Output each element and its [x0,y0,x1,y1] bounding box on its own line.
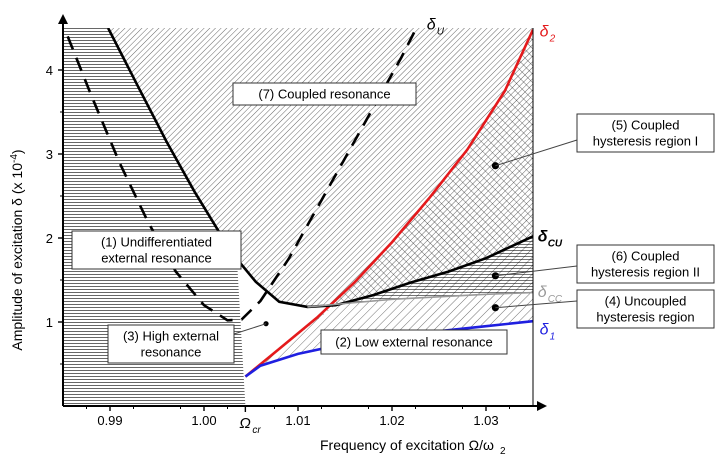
x-tick-label: 1.01 [285,413,310,428]
label-low-external: (2) Low external resonance [320,329,508,355]
curve-label-delta-1: δ [540,322,550,339]
label-uncoupled-hysteresis-text: (4) Uncoupled [605,294,687,309]
label-undifferentiated-external-text: (1) Undifferentiated [101,235,212,250]
label-coupled-resonance: (7) Coupled resonance [232,82,417,106]
curve-label-delta-1-subscript: 1 [550,332,556,343]
x-axis-title: Frequency of excitation Ω/ω [320,437,494,453]
label-coupled-hysteresis-I-leader [495,139,578,167]
label-coupled-hysteresis-II-leader [495,265,578,277]
label-undifferentiated-external-box [71,230,242,270]
label-coupled-hysteresis-II-text: (6) Coupled [612,249,680,264]
label-coupled-hysteresis-II-text: hysteresis region II [591,265,700,280]
label-low-external-box [320,329,508,355]
label-uncoupled-hysteresis-leader [495,300,578,309]
curve-label-delta-cc-subscript: CC [548,294,563,305]
region-coupled-hysteresis-II-hatch [307,236,533,307]
curve-label-delta-cu-subscript: CU [548,238,563,249]
curve-label-delta-2: δ [540,23,550,40]
label-uncoupled-hysteresis-box [576,289,715,329]
label-coupled-hysteresis-I-text: hysteresis region I [593,134,699,149]
label-high-external-text: (3) High external [123,329,219,344]
label-coupled-resonance-text: (7) Coupled resonance [258,87,390,102]
curve-delta-cc [307,291,533,308]
curve-label-delta-2-subscript: 2 [549,33,556,44]
curve-label-delta-u-subscript: U [437,27,445,38]
curve-delta-2 [244,29,533,378]
label-coupled-hysteresis-II-box [576,244,715,284]
curve-label-delta-cu: δ [538,228,548,245]
x-tick-label: 1.02 [379,413,404,428]
y-tick-label: 2 [46,231,53,246]
curve-delta-cu [106,28,533,309]
omega-cr-subscript: cr [252,425,261,436]
x-tick-label: 1.03 [473,413,498,428]
x-axis-arrow [537,401,547,411]
label-coupled-hysteresis-I-text: (5) Coupled [612,118,680,133]
label-coupled-hysteresis-I-box [576,113,715,153]
label-high-external-box [107,324,235,364]
y-axis-title: Amplitude of excitation δ (x 10-4) [9,149,26,350]
label-high-external-text: resonance [141,345,202,360]
region-coupled-hysteresis-I-hatch [245,28,533,377]
y-axis-arrow [58,14,68,24]
region-undifferentiated-hatch [63,28,246,406]
x-tick-label: 1.00 [191,413,216,428]
curve-delta-u [66,29,417,322]
label-undifferentiated-external-text: external resonance [101,251,212,266]
label-uncoupled-hysteresis-text: hysteresis region [596,310,694,325]
curve-label-delta-u: δ [427,17,437,34]
x-axis-title-subscript: 2 [500,446,506,456]
x-tick-label: 0.99 [97,413,122,428]
curve-label-delta-cc: δ [538,284,548,301]
label-coupled-resonance-box [232,82,417,106]
y-tick-label: 3 [46,147,53,162]
y-tick-label: 4 [46,63,53,78]
label-low-external-text: (2) Low external resonance [335,335,493,350]
y-tick-label: 1 [46,315,53,330]
label-high-external-leader [233,323,267,335]
omega-cr-label: Ω [239,415,250,432]
